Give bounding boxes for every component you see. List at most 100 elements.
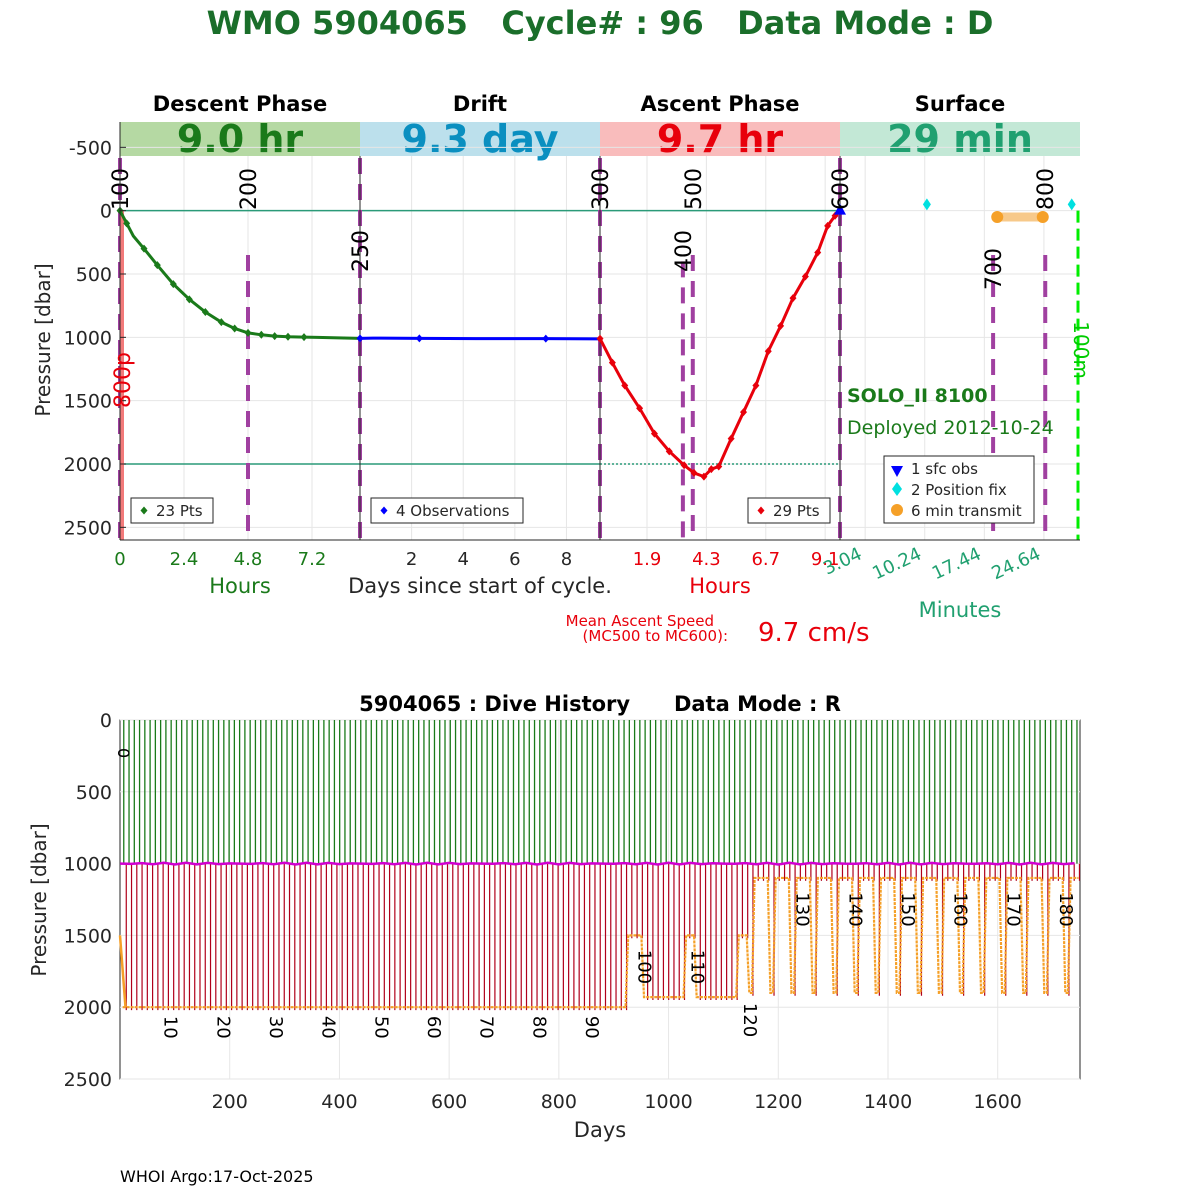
cycle-label-160: 160	[950, 892, 971, 926]
history-park-depth-line	[119, 861, 1075, 866]
legend-position-fix: 2 Position fix	[911, 481, 1007, 499]
phase-band-surface	[840, 122, 1080, 156]
transmit-start-point	[991, 211, 1004, 223]
profile-point-ascent	[777, 321, 785, 330]
cycle-label-100: 100	[634, 950, 655, 984]
profile-point-ascent	[680, 461, 688, 470]
xtick-label-descent: 4.8	[234, 549, 263, 570]
phase-legend-text-descent: 23 Pts	[156, 502, 203, 520]
cycle-label-40: 40	[318, 1016, 339, 1039]
history-ytick-label: 0	[100, 710, 112, 732]
profile-point-ascent	[690, 468, 698, 477]
cycle-label-180: 180	[1055, 892, 1076, 926]
descent-start-bar	[120, 210, 124, 540]
ytick-label: 500	[76, 264, 112, 286]
profile-point-ascent	[608, 358, 616, 367]
profile-point-descent	[271, 332, 279, 341]
xlabel-drift: Days since start of cycle.	[348, 574, 612, 598]
history-xtick-label: 1400	[864, 1091, 912, 1113]
xtick-label-ascent: 1.9	[633, 549, 662, 570]
history-ytick-label: 500	[76, 782, 112, 804]
history-ytick-label: 2500	[64, 1069, 112, 1091]
ytick-label: 1500	[64, 391, 112, 413]
phase-band-drift	[360, 122, 600, 156]
mission-code-label-100: 100	[109, 168, 134, 210]
history-initial-descent	[118, 935, 127, 1008]
figure-title: WMO 5904065 Cycle# : 96 Data Mode : D	[207, 4, 994, 42]
history-profile-depth-trace	[122, 876, 1079, 1009]
cycle-label-50: 50	[370, 1016, 391, 1039]
history-xtick-label: 400	[321, 1091, 357, 1113]
legend-sfc-obs: 1 sfc obs	[911, 460, 978, 478]
park-pressure-label: 800p	[111, 352, 136, 408]
profile-point-ascent	[752, 381, 760, 390]
cycle-label-20: 20	[212, 1016, 233, 1039]
deployed-label: Deployed 2012-10-24	[847, 417, 1054, 439]
xtick-label-surface: 24.64	[988, 543, 1044, 584]
cycle-label-first: 0	[114, 748, 133, 758]
surface-legend: 1 sfc obs 2 Position fix 6 min transmit	[883, 455, 1035, 524]
history-xtick-label: 800	[541, 1091, 577, 1113]
mission-code-label-600: 600	[829, 168, 854, 210]
history-lines	[118, 720, 1081, 1011]
ytick-label: 0	[100, 201, 112, 223]
xtick-label-surface: 10.24	[869, 543, 925, 584]
phase-duration-drift: 9.3 day	[402, 117, 559, 161]
xtick-label-ascent: 9.1	[811, 549, 840, 570]
profile-point-ascent	[789, 294, 797, 303]
profile-point-descent	[300, 333, 308, 342]
ascent-speed-caption-1: Mean Ascent Speed	[566, 612, 714, 630]
phase-legend-text-drift: 4 Observations	[396, 502, 510, 520]
mission-code-label-800: 800	[1034, 168, 1059, 210]
profile-point-ascent	[596, 334, 604, 343]
cycle-label-130: 130	[792, 892, 813, 926]
ytick-label: 1000	[64, 327, 112, 349]
history-xlabel: Days	[574, 1118, 626, 1142]
mission-code-label-300: 300	[589, 168, 614, 210]
phase-duration-ascent: 9.7 hr	[657, 117, 784, 161]
profile-depth-label: 100m	[1069, 321, 1093, 379]
profile-point-ascent	[707, 465, 715, 474]
xtick-label-drift: 2	[406, 549, 417, 570]
cycle-label-150: 150	[897, 892, 918, 926]
phase-band-descent	[120, 122, 360, 156]
profile-point-ascent	[650, 429, 658, 438]
history-title: 5904065 : Dive History Data Mode : R	[359, 692, 841, 716]
sfc-obs-marker	[891, 466, 903, 477]
phase-title-surface: Surface	[915, 92, 1005, 116]
xlabel-surface: Minutes	[919, 598, 1002, 622]
phase-legend-text-ascent: 29 Pts	[773, 502, 820, 520]
xtick-label-descent: 7.2	[298, 549, 327, 570]
footer-credit: WHOI Argo:17-Oct-2025	[120, 1167, 314, 1186]
profile-line-drift	[359, 336, 601, 341]
profile-point-ascent	[801, 272, 809, 281]
history-axes: 200 400 600 800 1000 1200 1400 1600050010001500…	[64, 710, 1076, 1113]
profile-point-descent	[284, 332, 292, 341]
position-fix-point	[1067, 198, 1076, 211]
profile-point-descent	[153, 261, 161, 270]
xtick-label-drift: 8	[561, 549, 572, 570]
profile-point-ascent	[814, 248, 822, 257]
xtick-label-drift: 6	[509, 549, 520, 570]
ytick-label: 2000	[64, 454, 112, 476]
mission-code-label-700: 700	[982, 248, 1007, 290]
profile-point-ascent	[700, 472, 708, 481]
phase-title-drift: Drift	[453, 92, 507, 116]
mission-code-label-250: 250	[349, 230, 374, 272]
xlabel-ascent: Hours	[689, 574, 751, 598]
cycle-label-60: 60	[423, 1016, 444, 1039]
profile-point-descent	[123, 219, 131, 228]
phase-duration-surface: 29 min	[887, 117, 1033, 161]
profile-point-ascent	[636, 404, 644, 413]
cycle-label-80: 80	[528, 1016, 549, 1039]
xtick-label-ascent: 6.7	[751, 549, 780, 570]
phase-title-ascent: Ascent Phase	[641, 92, 800, 116]
profile-point-drift	[415, 334, 423, 343]
position-fix-marker	[892, 482, 902, 496]
profile-point-descent	[169, 280, 177, 289]
profile-ylabel: Pressure [dbar]	[31, 263, 55, 416]
xtick-label-surface: 17.44	[929, 543, 985, 584]
